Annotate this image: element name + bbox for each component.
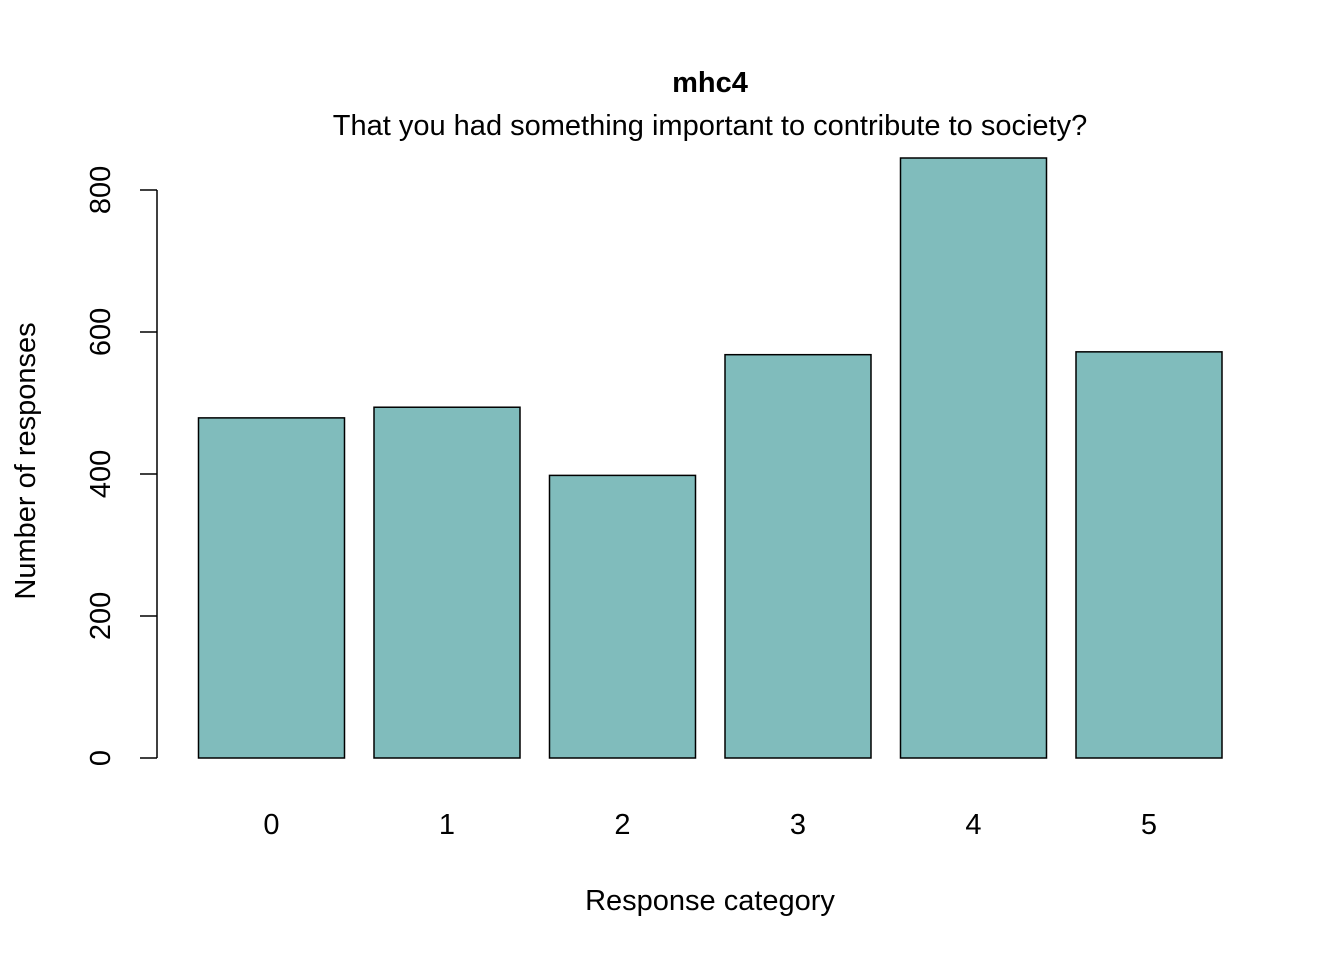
y-tick-label: 600 [85,308,117,356]
x-tick-labels: 0 1 2 3 4 5 [263,809,1157,841]
x-tick-label-0: 0 [263,809,279,841]
x-tick-label-4: 4 [965,809,981,841]
x-tick-label-3: 3 [790,809,806,841]
x-tick-label-5: 5 [1141,809,1157,841]
y-tick-label: 400 [85,450,117,498]
x-tick-label-2: 2 [614,809,630,841]
x-axis-label: Response category [585,885,835,917]
y-axis: 0 200 400 600 800 [85,166,158,766]
bar-3 [724,353,872,759]
bar-5 [1075,351,1223,759]
bar-2 [548,474,697,759]
bar-0 [197,417,346,759]
bar-4 [899,157,1048,759]
chart-title: mhc4 [672,67,748,99]
bars-group [197,157,1223,759]
y-axis-label: Number of responses [10,322,42,599]
chart-subtitle: That you had something important to cont… [333,110,1087,142]
x-tick-label-1: 1 [439,809,455,841]
y-tick-label: 800 [85,166,117,214]
bar-1 [373,406,521,759]
y-tick-label: 0 [85,750,117,766]
y-tick-label: 200 [85,592,117,640]
